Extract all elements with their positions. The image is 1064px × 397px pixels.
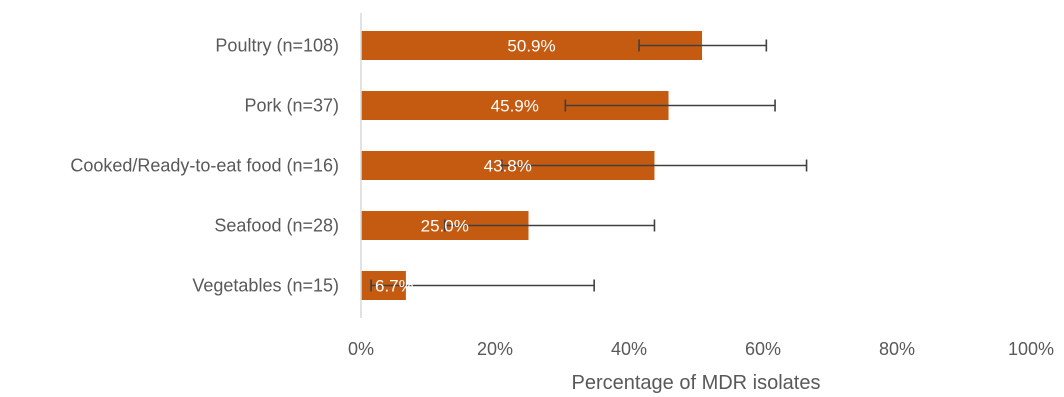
error-bar-3 bbox=[443, 219, 656, 232]
error-bar-1 bbox=[564, 99, 776, 112]
category-label-0: Poultry (n=108) bbox=[215, 36, 339, 56]
x-tick-labels-layer: 0% 20% 40% 60% 80% 100% bbox=[348, 339, 1054, 359]
data-label-4: 6.7% bbox=[375, 277, 414, 296]
error-bars-layer bbox=[370, 39, 808, 292]
error-bar-4 bbox=[370, 279, 595, 292]
data-label-1: 45.9% bbox=[491, 97, 539, 116]
x-tick-label-2: 40% bbox=[611, 339, 647, 359]
x-tick-label-4: 80% bbox=[879, 339, 915, 359]
data-label-2: 43.8% bbox=[484, 157, 532, 176]
category-label-4: Vegetables (n=15) bbox=[192, 276, 339, 296]
x-axis-title: Percentage of MDR isolates bbox=[571, 372, 820, 394]
data-label-3: 25.0% bbox=[421, 217, 469, 236]
error-bar-0 bbox=[638, 39, 768, 52]
x-tick-label-0: 0% bbox=[348, 339, 374, 359]
error-bar-2 bbox=[500, 159, 808, 172]
data-labels-layer: 50.9% 45.9% 43.8% 25.0% 6.7% bbox=[375, 37, 556, 296]
x-tick-label-1: 20% bbox=[477, 339, 513, 359]
category-label-3: Seafood (n=28) bbox=[214, 216, 339, 236]
data-label-0: 50.9% bbox=[507, 37, 555, 56]
x-tick-label-3: 60% bbox=[745, 339, 781, 359]
category-label-2: Cooked/Ready-to-eat food (n=16) bbox=[70, 156, 339, 176]
category-labels-layer: Poultry (n=108) Pork (n=37) Cooked/Ready-t… bbox=[70, 36, 339, 296]
category-label-1: Pork (n=37) bbox=[244, 96, 339, 116]
x-tick-label-5: 100% bbox=[1008, 339, 1054, 359]
